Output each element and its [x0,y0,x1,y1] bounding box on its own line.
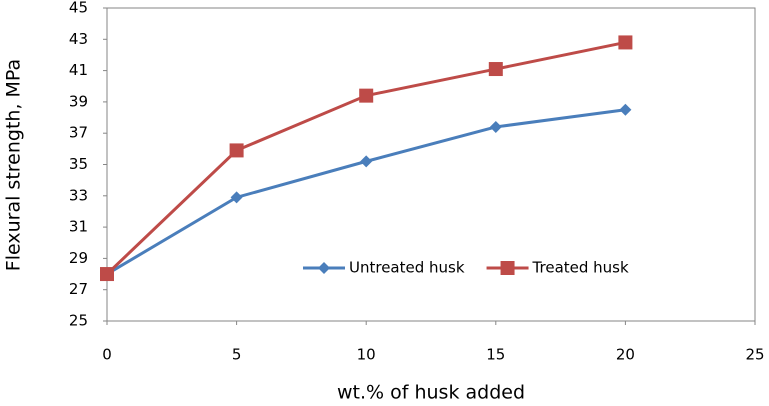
legend-marker [500,261,515,275]
y-tick-label: 25 [69,312,88,330]
data-point [489,120,502,133]
y-tick-label: 43 [69,30,88,48]
y-tick-label: 39 [69,92,88,110]
y-tick-label: 35 [69,155,88,173]
data-point [360,155,373,168]
y-axis-label: Flexural strength, MPa [3,59,25,271]
legend-marker [318,262,330,274]
x-tick-label: 20 [616,346,635,364]
data-point [618,35,633,50]
legend-label: Untreated husk [349,259,465,277]
x-tick-label: 15 [486,346,505,364]
data-point [229,143,244,158]
data-point [100,267,114,282]
y-tick-label: 33 [69,186,88,204]
y-tick-label: 37 [69,124,88,142]
x-tick-label: 5 [232,346,242,364]
data-point [488,62,503,77]
y-tick-label: 31 [69,218,88,236]
legend-label: Treated husk [532,259,629,277]
x-axis-label: wt.% of husk added [337,382,525,404]
y-tick-label: 27 [69,280,88,298]
y-tick-label: 41 [69,61,88,79]
x-tick-label: 10 [357,346,376,364]
data-point [230,191,243,204]
x-tick-label: 25 [745,346,764,364]
x-tick-label: 0 [102,346,112,364]
y-tick-label: 29 [69,249,88,267]
data-point [619,103,632,116]
series-line [106,108,626,276]
y-tick-label: 45 [69,0,88,17]
data-point [359,88,374,103]
